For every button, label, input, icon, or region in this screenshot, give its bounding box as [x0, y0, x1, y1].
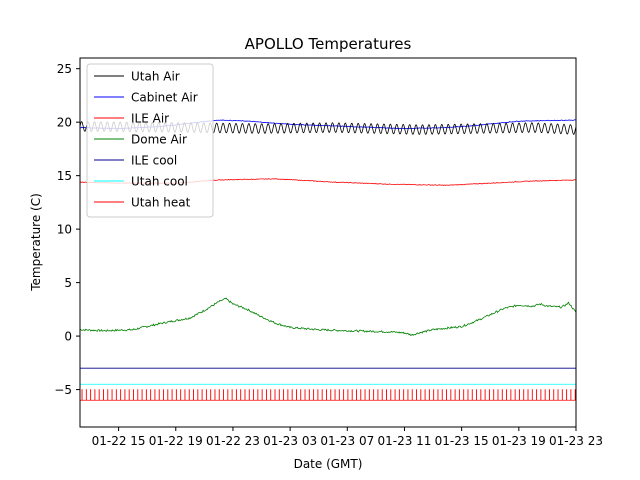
dome-air-series-line [80, 297, 576, 337]
x-tick-label: 01-23 19 [492, 434, 546, 448]
plot-area [80, 119, 576, 401]
y-tick-label: 15 [57, 169, 72, 183]
y-tick-label: 20 [57, 116, 72, 130]
x-axis-label: Date (GMT) [294, 457, 363, 471]
x-tick-label: 01-23 15 [435, 434, 489, 448]
chart-title: APOLLO Temperatures [245, 35, 412, 53]
x-tick-label: 01-22 15 [92, 434, 146, 448]
legend: Utah Air Cabinet Air ILE Air Dome Air ILE co… [86, 63, 214, 218]
legend-box [86, 63, 214, 218]
legend-label-ile-air: ILE Air [131, 112, 169, 126]
x-tick-label: 01-23 03 [263, 434, 317, 448]
utah-heat-series-line [80, 389, 576, 401]
x-tick-label: 01-23 07 [320, 434, 374, 448]
axes-frame [79, 57, 577, 428]
y-tick-label: 10 [57, 223, 72, 237]
y-tick-label: −5 [54, 383, 72, 397]
series-group [80, 119, 576, 401]
x-tick-label: 01-23 11 [377, 434, 431, 448]
y-axis-label: Temperature (C) [29, 193, 43, 292]
legend-label-ile-cool: ILE cool [131, 154, 177, 168]
legend-label-dome-air: Dome Air [131, 133, 187, 147]
legend-label-utah-cool: Utah cool [131, 175, 188, 189]
y-tick-label: 5 [64, 276, 72, 290]
x-tick-label: 01-22 23 [206, 434, 260, 448]
x-tick-label: 01-22 19 [149, 434, 203, 448]
legend-label-utah-air: Utah Air [131, 70, 180, 84]
legend-label-utah-heat: Utah heat [131, 196, 191, 210]
y-tick-label: 25 [57, 62, 72, 76]
y-tick-label: 0 [64, 330, 72, 344]
legend-label-cabinet-air: Cabinet Air [131, 91, 198, 105]
x-tick-label: 01-23 23 [549, 434, 603, 448]
